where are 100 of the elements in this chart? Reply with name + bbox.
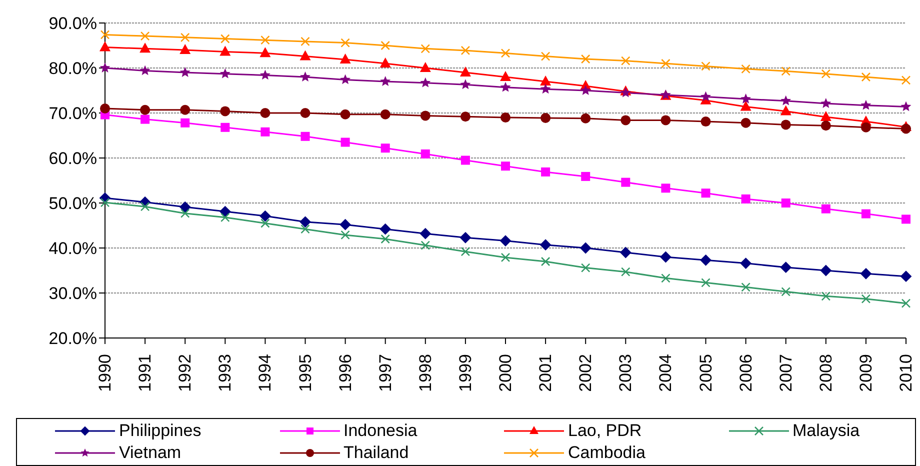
y-tick-label: 40.0%	[48, 239, 97, 258]
point	[100, 198, 110, 208]
point	[260, 108, 270, 118]
x-tick-label: 1998	[416, 354, 435, 392]
point	[820, 120, 831, 131]
point	[861, 72, 871, 82]
point	[340, 109, 350, 120]
point	[500, 235, 511, 246]
point	[460, 79, 471, 90]
x-tick-label: 2001	[536, 354, 556, 392]
legend-label: Philippines	[119, 421, 202, 441]
point	[100, 104, 110, 114]
point	[661, 184, 670, 193]
point	[220, 122, 230, 132]
x-tick-label: 2010	[896, 354, 916, 392]
point	[540, 76, 552, 86]
point	[180, 208, 190, 218]
point	[420, 240, 430, 250]
point	[260, 210, 271, 222]
point	[701, 188, 710, 198]
point	[340, 138, 350, 147]
point	[140, 31, 150, 41]
point	[781, 198, 790, 208]
legend-label: Thailand	[344, 443, 409, 463]
point	[260, 35, 270, 45]
legend-label: Lao, PDR	[568, 421, 642, 441]
point	[781, 287, 790, 296]
point	[621, 56, 630, 66]
x-tick-label: 2009	[856, 354, 876, 392]
point	[380, 58, 391, 68]
point	[740, 100, 752, 111]
point	[180, 44, 191, 54]
point	[821, 204, 830, 214]
point	[260, 70, 270, 80]
x-tick-label: 2006	[736, 354, 756, 392]
point	[701, 62, 710, 71]
point	[901, 76, 911, 85]
point	[460, 112, 470, 122]
point	[380, 109, 390, 120]
x-tick-label: 1993	[216, 354, 235, 392]
point	[460, 156, 470, 165]
legend-label: Indonesia	[344, 421, 418, 441]
point	[380, 144, 390, 153]
point	[140, 65, 150, 76]
point	[180, 32, 190, 42]
point	[420, 149, 430, 158]
point	[861, 209, 870, 218]
point	[902, 214, 910, 224]
point	[220, 34, 230, 44]
point	[300, 50, 311, 60]
point	[220, 212, 230, 222]
point	[420, 110, 430, 121]
x-tick-label: 2003	[616, 354, 636, 392]
point	[180, 104, 190, 115]
point	[180, 67, 190, 77]
point	[340, 219, 351, 230]
point	[620, 247, 632, 258]
point	[660, 115, 671, 126]
point	[180, 118, 190, 128]
point	[900, 101, 912, 112]
point	[540, 239, 552, 250]
point	[700, 116, 711, 127]
point	[740, 118, 751, 128]
x-tick-label: 2000	[496, 354, 515, 392]
x-tick-label: 1994	[256, 354, 275, 392]
point	[780, 120, 791, 130]
point	[340, 230, 350, 240]
y-tick-label: 30.0%	[48, 284, 97, 304]
point	[220, 68, 230, 78]
point	[700, 254, 712, 266]
x-tick-label: 2008	[816, 354, 836, 392]
point	[541, 167, 550, 176]
point	[500, 252, 510, 262]
point	[820, 98, 832, 108]
point	[100, 41, 110, 52]
point	[300, 108, 310, 118]
point	[340, 53, 351, 64]
point	[580, 54, 590, 64]
point	[300, 36, 310, 46]
point	[540, 84, 551, 94]
point	[180, 202, 191, 213]
y-tick-label: 60.0%	[48, 149, 97, 168]
point	[420, 44, 430, 54]
point	[380, 234, 390, 244]
point	[460, 46, 470, 56]
point	[741, 64, 750, 74]
point	[580, 85, 591, 95]
point	[860, 100, 872, 110]
point	[820, 265, 832, 276]
point	[260, 127, 270, 136]
point	[260, 218, 270, 228]
point	[860, 268, 872, 280]
y-tick-label: 20.0%	[48, 329, 97, 348]
point	[580, 113, 591, 124]
point	[420, 62, 431, 72]
point	[380, 76, 391, 86]
point	[900, 270, 912, 282]
point	[500, 48, 510, 58]
point	[620, 115, 631, 126]
x-tick-label: 1991	[136, 354, 155, 392]
